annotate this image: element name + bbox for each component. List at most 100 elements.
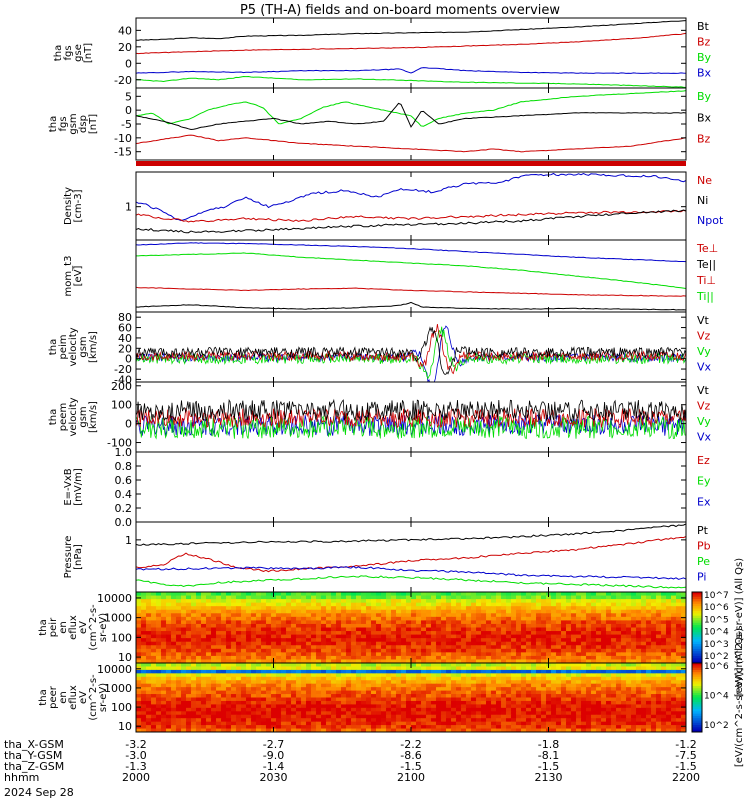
spectrogram-cell xyxy=(606,718,612,723)
spectrogram-cell xyxy=(176,697,182,702)
spectrogram-cell xyxy=(226,718,232,723)
spectrogram-cell xyxy=(436,623,442,629)
spectrogram-cell xyxy=(306,707,312,712)
spectrogram-cell xyxy=(481,652,487,657)
spectrogram-cell xyxy=(406,728,412,732)
spectrogram-cell xyxy=(336,707,342,712)
spectrogram-cell xyxy=(411,641,417,646)
spectrogram-cell xyxy=(646,602,652,607)
spectrogram-cell xyxy=(391,694,397,699)
spectrogram-cell xyxy=(291,631,297,636)
spectrogram-cell xyxy=(256,606,262,611)
spectrogram-cell xyxy=(356,599,362,604)
spectrogram-cell xyxy=(356,676,362,681)
spectrogram-cell xyxy=(201,602,207,607)
spectrogram-cell xyxy=(586,721,592,726)
spectrogram-cell xyxy=(526,663,532,668)
spectrogram-cell xyxy=(216,634,222,639)
spectrogram-cell xyxy=(241,641,247,646)
spectrogram-cell xyxy=(301,683,307,688)
spectrogram-cell xyxy=(276,700,282,705)
y-axis-label-line: peir xyxy=(48,617,59,637)
spectrogram-cell xyxy=(466,687,472,692)
spectrogram-cell xyxy=(201,620,207,625)
spectrogram-cell xyxy=(271,655,277,661)
spectrogram-cell xyxy=(311,655,317,661)
spectrogram-cell xyxy=(506,663,512,668)
spectrogram-cell xyxy=(371,648,377,653)
spectrogram-cell xyxy=(421,687,427,692)
spectrogram-cell xyxy=(516,631,522,636)
spectrogram-cell xyxy=(581,627,587,632)
spectrogram-cell xyxy=(411,666,417,671)
spectrogram-cell xyxy=(676,714,682,719)
spectrogram-cell xyxy=(421,652,427,657)
spectrogram-cell xyxy=(641,648,647,653)
spectrogram-cell xyxy=(226,599,232,604)
spectrogram-cell xyxy=(386,704,392,709)
spectrogram-cell xyxy=(251,599,257,604)
spectrogram-cell xyxy=(261,606,267,611)
spectrogram-cell xyxy=(241,694,247,699)
spectrogram-cell xyxy=(461,641,467,646)
spectrogram-cell xyxy=(546,631,552,636)
spectrogram-cell xyxy=(656,609,662,614)
spectrogram-cell xyxy=(216,669,222,674)
spectrogram-cell xyxy=(381,721,387,726)
spectrogram-cell xyxy=(161,634,167,639)
spectrogram-cell xyxy=(371,707,377,712)
spectrogram-cell xyxy=(351,595,357,600)
spectrogram-cell xyxy=(506,616,512,621)
spectrogram-cell xyxy=(551,634,557,639)
spectrogram-cell xyxy=(636,613,642,618)
spectrogram-cell xyxy=(546,673,552,678)
spectrogram-cell xyxy=(391,711,397,716)
spectrogram-cell xyxy=(426,697,432,702)
spectrogram-cell xyxy=(621,711,627,716)
spectrogram-cell xyxy=(576,683,582,688)
spectrogram-cell xyxy=(266,676,272,681)
spectrogram-cell xyxy=(311,616,317,621)
spectrogram-cell xyxy=(236,680,242,685)
spectrogram-cell xyxy=(521,641,527,646)
spectrogram-cell xyxy=(281,725,287,730)
spectrogram-cell xyxy=(426,718,432,723)
spectrogram-cell xyxy=(166,714,172,719)
spectrogram-cell xyxy=(261,680,267,685)
spectrogram-cell xyxy=(561,663,567,668)
spectrogram-cell xyxy=(371,676,377,681)
panel-peir_spec: 10^710^610^510^410^310^2 [eV/(cm^2-s-sr-e… xyxy=(38,558,745,697)
spectrogram-cell xyxy=(401,707,407,712)
spectrogram-cell xyxy=(516,623,522,629)
spectrogram-cell xyxy=(496,676,502,681)
spectrogram-cell xyxy=(416,620,422,625)
spectrogram-cell xyxy=(496,645,502,650)
spectrogram-cell xyxy=(636,648,642,653)
spectrogram-cell xyxy=(296,725,302,730)
spectrogram-cell xyxy=(536,676,542,681)
spectrogram-cell xyxy=(276,673,282,678)
spectrogram-cell xyxy=(141,718,147,723)
spectrogram-cell xyxy=(526,700,532,705)
spectrogram-cell xyxy=(326,673,332,678)
spectrogram-cell xyxy=(666,690,672,695)
spectrogram-cell xyxy=(666,616,672,621)
spectrogram-cell xyxy=(606,655,612,661)
spectrogram-cell xyxy=(416,592,422,597)
spectrogram-cell xyxy=(246,707,252,712)
spectrogram-cell xyxy=(531,728,537,732)
spectrogram-cell xyxy=(346,620,352,625)
spectrogram-cell xyxy=(136,602,142,607)
spectrogram-cell xyxy=(666,711,672,716)
spectrogram-cell xyxy=(386,602,392,607)
spectrogram-cell xyxy=(406,690,412,695)
spectrogram-cell xyxy=(186,707,192,712)
spectrogram-cell xyxy=(256,663,262,668)
spectrogram-cell xyxy=(466,623,472,629)
spectrogram-cell xyxy=(616,683,622,688)
spectrogram-cell xyxy=(341,680,347,685)
spectrogram-cell xyxy=(321,623,327,629)
spectrogram-cell xyxy=(401,676,407,681)
spectrogram-cell xyxy=(676,694,682,699)
spectrogram-cell xyxy=(576,690,582,695)
